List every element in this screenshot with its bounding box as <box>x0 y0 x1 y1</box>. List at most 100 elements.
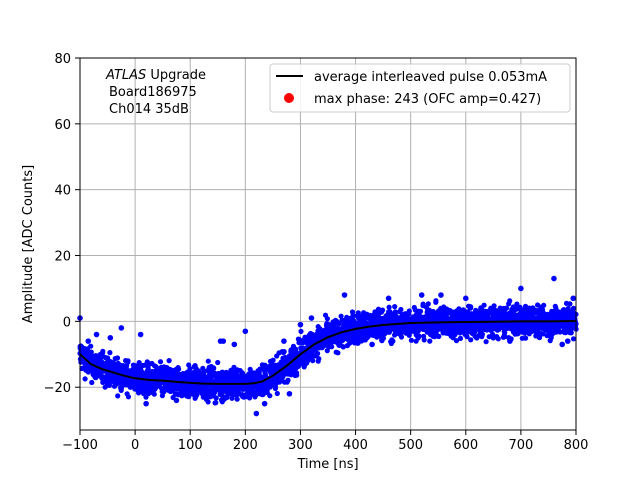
sample-point <box>297 321 304 328</box>
sample-point <box>231 341 238 348</box>
sample-point <box>220 338 227 344</box>
sample-point <box>213 400 219 406</box>
sample-point <box>107 350 113 356</box>
sample-point <box>472 329 478 335</box>
sample-point <box>540 331 546 337</box>
sample-point <box>242 328 249 335</box>
sample-point <box>425 301 431 307</box>
sample-point <box>153 364 159 370</box>
sample-point <box>390 338 396 344</box>
sample-point <box>308 315 315 321</box>
x-tick-label: 300 <box>288 438 313 453</box>
annotation-channel: Ch014 35dB <box>109 102 189 117</box>
sample-point <box>285 377 291 383</box>
sample-point <box>380 307 386 313</box>
x-tick-label: 500 <box>398 438 423 453</box>
sample-point <box>438 292 444 298</box>
sample-point <box>567 301 573 307</box>
sample-point <box>125 394 132 400</box>
sample-point <box>136 360 142 366</box>
annotation-line1: ATLAS Upgrade <box>105 68 206 83</box>
sample-point <box>215 359 221 366</box>
sample-point <box>427 338 433 344</box>
sample-point <box>336 341 342 348</box>
sample-point <box>270 357 276 363</box>
sample-point <box>329 344 335 350</box>
sample-point <box>561 307 567 313</box>
sample-point <box>88 349 94 355</box>
sample-point <box>338 313 344 319</box>
legend-entry-average: average interleaved pulse 0.053mA <box>314 70 547 85</box>
x-tick-label: 600 <box>453 438 478 453</box>
sample-point <box>495 336 501 342</box>
sample-point <box>166 358 172 364</box>
sample-point <box>564 338 571 344</box>
sample-point <box>415 328 421 334</box>
sample-point <box>417 308 424 314</box>
x-tick-label: 800 <box>564 438 589 453</box>
legend-dot-swatch <box>284 93 294 103</box>
sample-point <box>93 331 100 338</box>
sample-point <box>267 393 273 399</box>
sample-point <box>386 304 392 310</box>
sample-point <box>369 341 375 348</box>
sample-point <box>416 333 422 339</box>
x-tick-label: 400 <box>343 438 368 453</box>
atlas-label: ATLAS <box>105 68 146 83</box>
x-tick-label: 200 <box>233 438 258 453</box>
sample-point <box>523 335 529 341</box>
y-tick-label: 60 <box>54 118 71 133</box>
y-axis: −20 0 20 40 60 80 <box>44 52 80 396</box>
sample-point <box>350 312 356 319</box>
sample-point <box>324 316 330 322</box>
sample-point <box>433 298 439 304</box>
sample-point <box>385 295 392 302</box>
sample-point <box>234 396 240 402</box>
sample-point <box>125 358 131 364</box>
sample-point <box>537 334 543 341</box>
average-pulse-line <box>79 320 577 385</box>
y-tick-label: 40 <box>54 184 71 199</box>
sample-point <box>137 331 144 338</box>
sample-point <box>213 395 219 401</box>
sample-point <box>205 399 211 405</box>
sample-point <box>118 325 125 331</box>
y-tick-label: 80 <box>54 52 71 67</box>
sample-point <box>143 400 149 407</box>
sample-point <box>507 298 513 304</box>
sample-point <box>294 370 300 376</box>
sample-point <box>559 341 566 348</box>
sample-point <box>457 335 464 341</box>
sample-point <box>462 295 469 302</box>
y-tick-label: 20 <box>54 250 71 265</box>
sample-point <box>341 292 348 298</box>
x-axis-title: Time [ns] <box>296 457 358 472</box>
sample-point <box>565 305 571 312</box>
sample-point <box>491 303 497 309</box>
sample-point <box>453 338 460 344</box>
sample-point <box>336 321 342 327</box>
sample-point <box>310 358 316 364</box>
sample-point <box>298 328 304 334</box>
sample-point <box>570 336 577 342</box>
y-tick-label: −20 <box>44 381 71 396</box>
sample-point <box>205 358 211 364</box>
sample-point <box>468 337 474 343</box>
sample-point <box>503 305 510 311</box>
sample-point <box>85 338 92 344</box>
sample-point <box>350 338 356 344</box>
sample-point <box>186 362 192 368</box>
x-tick-label: 0 <box>131 438 139 453</box>
sample-point <box>157 359 164 365</box>
x-tick-label: 700 <box>508 438 533 453</box>
sample-point <box>392 304 398 310</box>
sample-point <box>456 306 462 312</box>
sample-point <box>392 309 398 315</box>
sample-point <box>89 379 95 386</box>
sample-point <box>502 330 508 336</box>
sample-point <box>398 334 405 340</box>
sample-point <box>293 348 299 354</box>
sample-point <box>229 395 235 401</box>
sample-point <box>541 302 547 308</box>
sample-point <box>568 330 574 336</box>
